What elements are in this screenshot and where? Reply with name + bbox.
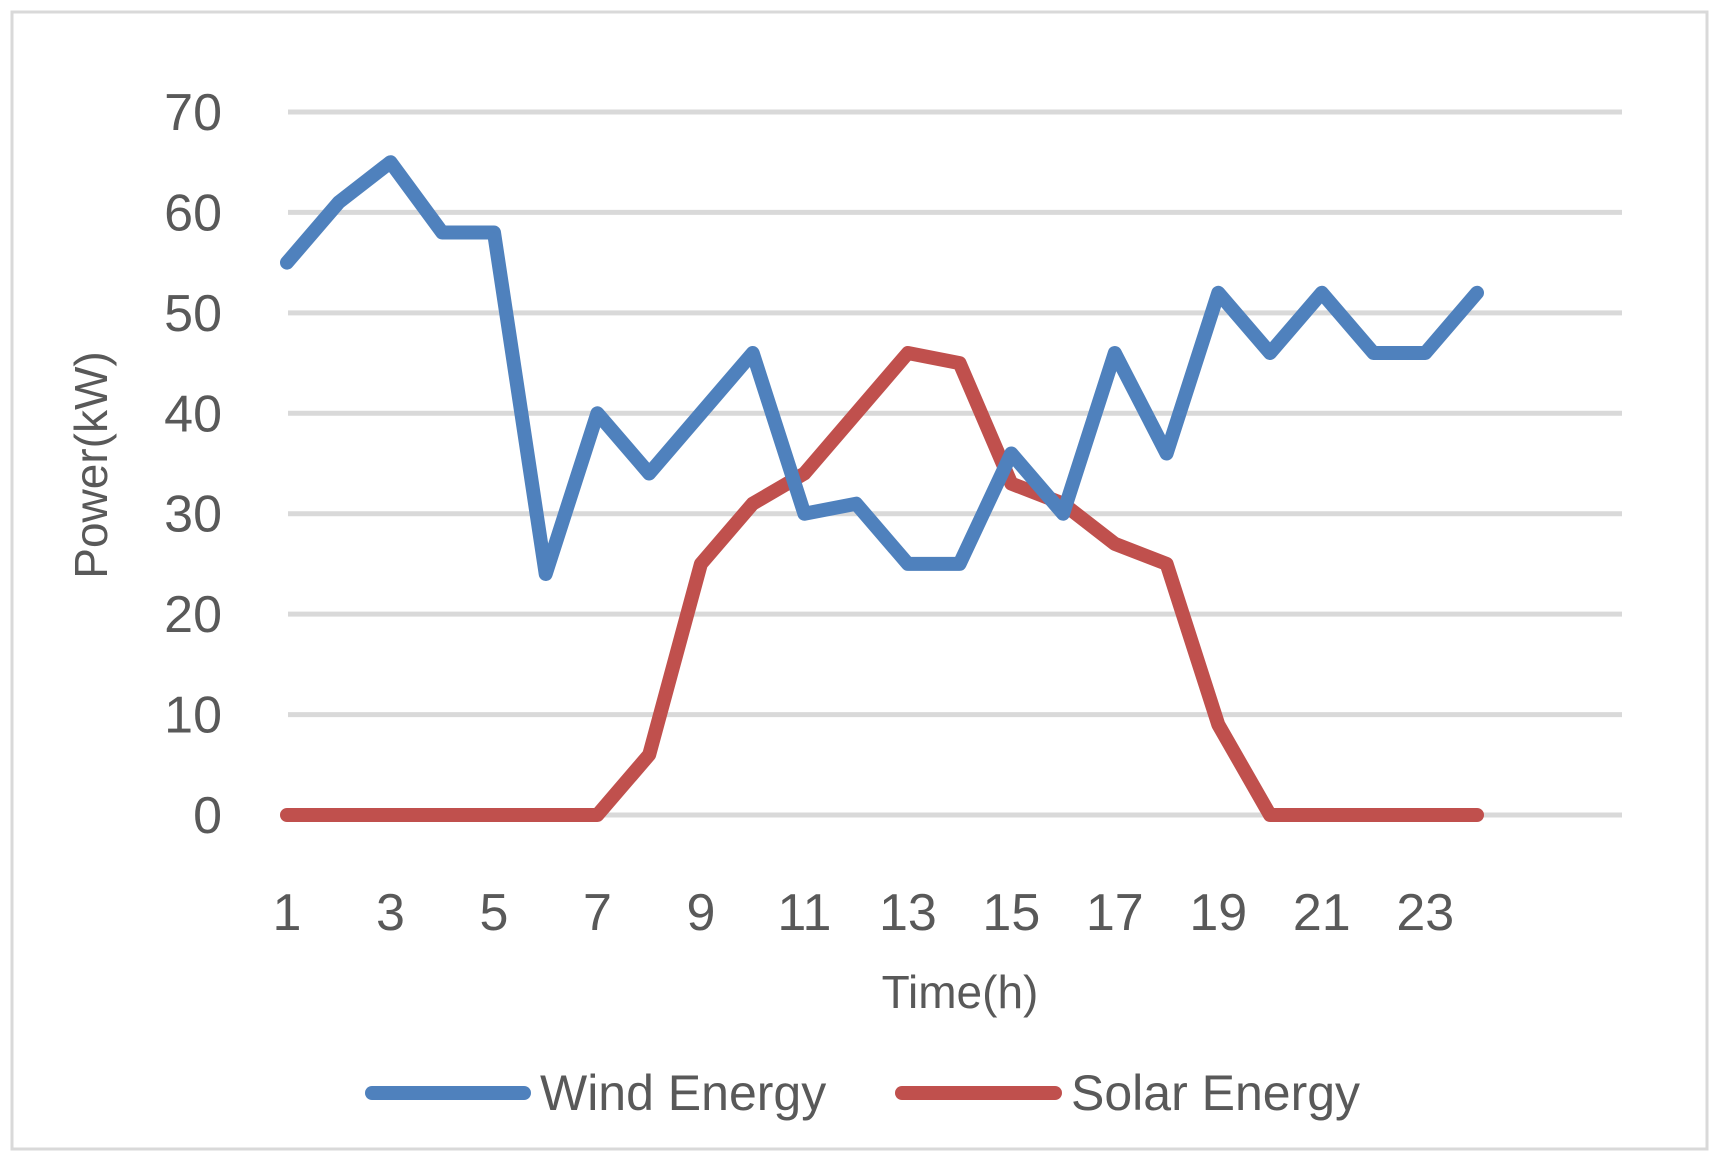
x-tick-label: 3 xyxy=(376,884,405,942)
x-tick-label: 21 xyxy=(1293,884,1351,942)
legend-label: Solar Energy xyxy=(1071,1065,1360,1121)
y-tick-label: 30 xyxy=(164,486,222,544)
y-tick-label: 60 xyxy=(164,184,222,242)
x-axis-title: Time(h) xyxy=(882,966,1039,1018)
y-tick-label: 40 xyxy=(164,385,222,443)
legend-label: Wind Energy xyxy=(540,1065,826,1121)
y-tick-label: 50 xyxy=(164,285,222,343)
x-tick-label: 13 xyxy=(879,884,937,942)
y-tick-label: 20 xyxy=(164,586,222,644)
x-tick-label: 7 xyxy=(583,884,612,942)
x-tick-label: 1 xyxy=(273,884,302,942)
y-axis-title: Power(kW) xyxy=(65,351,117,578)
x-tick-label: 11 xyxy=(777,884,831,942)
y-tick-label: 70 xyxy=(164,84,222,142)
y-tick-label: 0 xyxy=(193,787,222,845)
chart-frame xyxy=(12,12,1707,1149)
x-tick-label: 15 xyxy=(982,884,1040,942)
x-tick-label: 5 xyxy=(479,884,508,942)
y-tick-label: 10 xyxy=(164,687,222,745)
x-tick-label: 23 xyxy=(1396,884,1454,942)
x-tick-label: 19 xyxy=(1189,884,1247,942)
x-tick-label: 9 xyxy=(686,884,715,942)
x-tick-label: 17 xyxy=(1086,884,1144,942)
